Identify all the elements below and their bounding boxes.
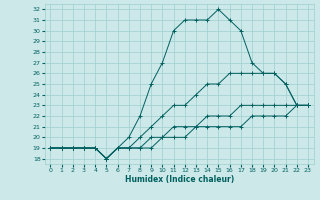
X-axis label: Humidex (Indice chaleur): Humidex (Indice chaleur) (124, 175, 234, 184)
